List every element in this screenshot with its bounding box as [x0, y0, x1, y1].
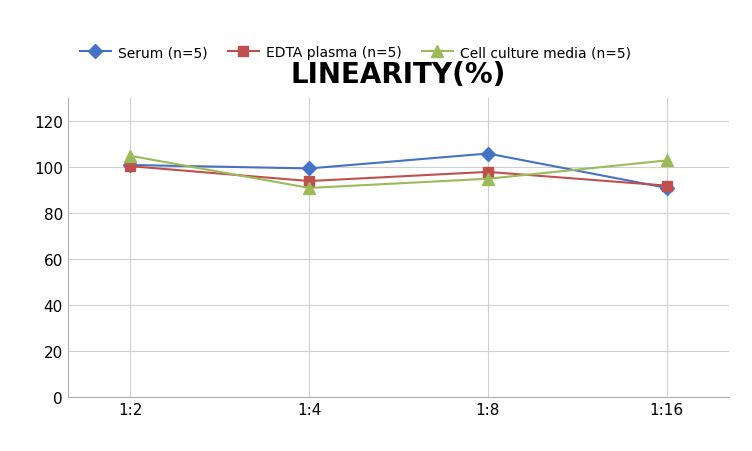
Serum (n=5)	[484, 152, 493, 157]
Cell culture media (n=5)	[305, 186, 314, 191]
EDTA plasma (n=5)	[305, 179, 314, 184]
Serum (n=5)	[663, 186, 672, 191]
EDTA plasma (n=5)	[484, 170, 493, 175]
Serum (n=5)	[126, 163, 135, 168]
Legend: Serum (n=5), EDTA plasma (n=5), Cell culture media (n=5): Serum (n=5), EDTA plasma (n=5), Cell cul…	[74, 41, 636, 66]
EDTA plasma (n=5)	[126, 164, 135, 170]
Line: EDTA plasma (n=5): EDTA plasma (n=5)	[126, 162, 672, 191]
EDTA plasma (n=5)	[663, 184, 672, 189]
Line: Serum (n=5): Serum (n=5)	[126, 149, 672, 193]
Cell culture media (n=5)	[663, 158, 672, 164]
Serum (n=5)	[305, 166, 314, 172]
Line: Cell culture media (n=5): Cell culture media (n=5)	[125, 151, 672, 194]
Cell culture media (n=5)	[484, 177, 493, 182]
Cell culture media (n=5)	[126, 154, 135, 159]
Title: LINEARITY(%): LINEARITY(%)	[291, 60, 506, 88]
